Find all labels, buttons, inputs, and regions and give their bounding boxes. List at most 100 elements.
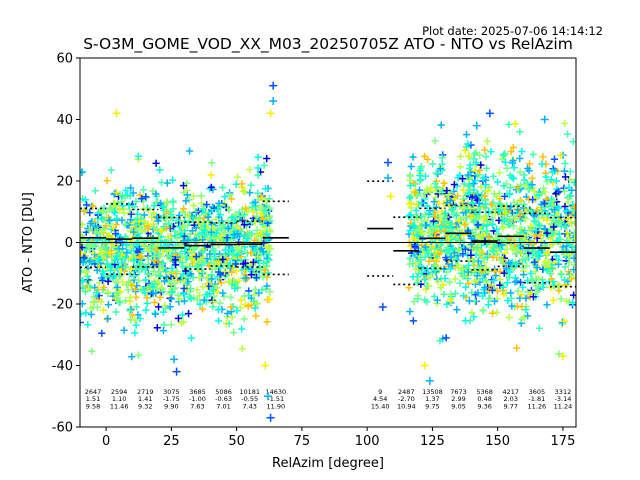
- scatter-point: [241, 270, 249, 279]
- scatter-point: [258, 194, 267, 202]
- scatter-point: [112, 278, 120, 287]
- scatter-point: [113, 294, 121, 302]
- scatter-point: [219, 289, 227, 297]
- scatter-point: [216, 200, 224, 208]
- scatter-point: [86, 219, 95, 228]
- scatter-point: [167, 210, 176, 218]
- scatter-point: [238, 247, 246, 256]
- scatter-point: [492, 272, 500, 280]
- scatter-point: [99, 306, 108, 314]
- scatter-point: [200, 214, 208, 222]
- scatter-point: [149, 283, 157, 291]
- scatter-point: [136, 245, 144, 253]
- scatter-point: [150, 209, 158, 217]
- scatter-point: [181, 210, 189, 218]
- scatter-point: [116, 191, 124, 199]
- scatter-point: [450, 187, 458, 195]
- scatter-point: [173, 234, 181, 242]
- scatter-point: [233, 222, 241, 230]
- scatter-point: [132, 197, 140, 206]
- scatter-point: [122, 253, 130, 261]
- scatter-point: [409, 153, 417, 161]
- scatter-point: [82, 267, 90, 275]
- scatter-point: [252, 312, 260, 320]
- y-tick-label: -60: [52, 421, 73, 436]
- scatter-point: [254, 164, 262, 172]
- scatter-point: [514, 287, 522, 295]
- scatter-point: [89, 299, 97, 307]
- x-tick-label: 150: [485, 434, 510, 449]
- y-axis-label: ATO - NTO [DU]: [21, 192, 36, 293]
- scatter-point: [247, 249, 255, 257]
- scatter-point: [91, 228, 100, 236]
- scatter-point: [522, 306, 530, 314]
- scatter-point: [259, 262, 268, 271]
- scatter-point: [249, 208, 258, 216]
- scatter-point: [155, 278, 163, 287]
- scatter-point: [196, 291, 204, 300]
- scatter-point: [524, 288, 532, 296]
- scatter-point: [540, 184, 548, 192]
- scatter-point: [156, 199, 165, 207]
- scatter-point: [173, 217, 181, 225]
- scatter-point: [115, 245, 123, 253]
- scatter-point: [233, 251, 241, 259]
- scatter-point: [203, 291, 212, 299]
- scatter-point: [137, 235, 146, 244]
- scatter-point: [173, 242, 181, 250]
- scatter-point: [422, 285, 430, 294]
- scatter-point: [227, 195, 236, 203]
- scatter-point: [198, 257, 206, 265]
- scatter-point: [240, 292, 249, 300]
- scatter-point: [233, 173, 242, 181]
- scatter-point: [409, 317, 417, 325]
- scatter-point: [197, 192, 205, 200]
- scatter-point: [138, 195, 146, 203]
- scatter-point: [87, 310, 95, 319]
- scatter-point: [170, 279, 179, 287]
- scatter-point: [133, 240, 141, 248]
- scatter-point: [206, 250, 214, 258]
- scatter-point: [246, 165, 254, 174]
- y-tick-label: 0: [65, 236, 73, 251]
- scatter-point: [106, 267, 115, 275]
- scatter-point: [157, 227, 165, 235]
- scatter-point: [136, 314, 144, 323]
- scatter-point: [234, 245, 242, 253]
- scatter-point: [146, 243, 154, 251]
- scatter-point: [460, 292, 468, 300]
- scatter-point: [112, 308, 120, 316]
- scatter-point: [248, 203, 256, 211]
- scatter-point: [238, 180, 246, 188]
- scatter-point: [224, 204, 232, 212]
- scatter-point: [193, 296, 201, 304]
- scatter-point: [183, 191, 192, 199]
- scatter-point: [153, 324, 161, 332]
- scatter-point: [130, 203, 139, 211]
- scatter-point: [126, 293, 135, 302]
- scatter-point: [203, 254, 211, 263]
- scatter-point: [238, 325, 246, 333]
- x-tick-label: 100: [355, 434, 380, 449]
- scatter-point: [560, 167, 569, 175]
- scatter-point: [201, 226, 209, 235]
- scatter-point: [203, 200, 211, 209]
- scatter-point: [207, 228, 215, 236]
- scatter-point: [231, 284, 239, 293]
- scatter-point: [187, 334, 196, 342]
- scatter-point: [125, 278, 133, 286]
- scatter-point: [102, 222, 110, 230]
- scatter-point: [221, 229, 229, 237]
- scatter-point: [128, 311, 137, 319]
- scatter-point: [127, 265, 135, 273]
- scatter-point: [406, 194, 414, 202]
- scatter-point: [109, 240, 117, 248]
- scatter-point: [156, 293, 164, 301]
- scatter-point: [254, 252, 262, 261]
- scatter-point: [143, 294, 151, 302]
- scatter-point: [210, 259, 218, 267]
- scatter-point: [130, 272, 138, 280]
- scatter-point: [223, 309, 232, 318]
- scatter-point: [498, 155, 506, 163]
